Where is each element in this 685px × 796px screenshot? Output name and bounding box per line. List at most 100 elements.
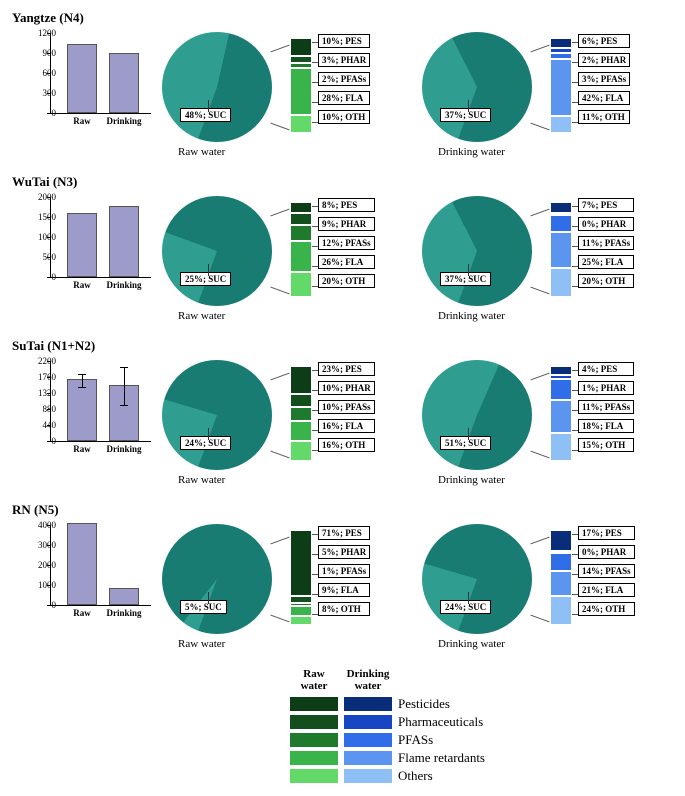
bar [67,213,97,277]
bar [109,53,139,113]
suc-callout: 37%; SUC [440,108,491,122]
legend-row: Pharmaceuticals [290,714,675,730]
stack-segment [550,400,572,433]
segment-label: 71%; PES [318,526,370,540]
stack-segment [550,38,572,48]
suc-callout: 24%; SUC [440,600,491,614]
segment-label: 23%; PES [318,362,375,376]
pie-block-drink: 37%; SUC7%; PES0%; PHAR11%; PFASs25%; FL… [418,192,678,332]
segment-label: 0%; PHAR [578,545,635,559]
stack-segment [290,530,312,596]
legend-swatch-drink [344,697,392,711]
legend-head: Rawwater [290,668,338,692]
x-tick-label: Raw [64,444,100,454]
legend-label: Flame retardants [398,750,485,766]
pie-chart [162,196,272,306]
legend-label: Others [398,768,433,784]
row-title: Yangtze (N4) [12,10,675,26]
pie-chart [162,360,272,470]
segment-label: 6%; PES [578,34,630,48]
segment-label: 16%; FLA [318,419,375,433]
bar [67,523,97,605]
pie-chart [422,524,532,634]
stack-segment [550,116,572,133]
pie-caption: Raw water [178,638,225,650]
stack-segment [290,115,312,133]
pie-caption: Raw water [178,146,225,158]
stack-segment [290,616,312,625]
segment-label: 1%; PFASs [318,564,370,578]
pie-caption: Drinking water [438,310,505,322]
stack-segment [290,606,312,616]
segment-label: 20%; OTH [318,274,375,288]
segment-label: 28%; FLA [318,91,370,105]
segment-label: 11%; OTH [578,110,630,124]
pie-block-raw: 24%; SUC23%; PES10%; PHAR10%; PFASs16%; … [158,356,418,496]
stack-segment [290,366,312,394]
stack-segment [550,596,572,625]
legend-swatch-raw [290,733,338,747]
legend: RawwaterDrinkingwater Pesticides Pharmaceu… [290,668,675,784]
pie-caption: Drinking water [438,474,505,486]
stacked-bar [290,38,312,133]
stacked-bar [550,202,572,297]
stacked-bar [550,366,572,461]
segment-label: 10%; PES [318,34,370,48]
stack-segment [550,215,572,232]
segment-label: 9%; FLA [318,583,370,597]
x-tick-label: Drinking [106,280,142,290]
segment-label: 10%; OTH [318,110,370,124]
segment-label: 10%; PFASs [318,400,375,414]
pie-chart [422,360,532,470]
stack-segment [550,379,572,400]
stack-segment [550,433,572,461]
row-title: RN (N5) [12,502,675,518]
data-row: 01000200030004000RawDrinkingTotal Concen… [10,520,675,660]
pie-block-raw: 25%; SUC8%; PES9%; PHAR12%; PFASs26%; FL… [158,192,418,332]
pie-chart [162,524,272,634]
stack-segment [290,272,312,297]
segment-label: 3%; PHAR [318,53,370,67]
pie-block-drink: 24%; SUC 17%; PES0%; PHAR14%; PFASs21%; F… [418,520,678,660]
stack-segment [290,225,312,241]
pie-chart [422,32,532,142]
segment-label: 4%; PES [578,362,634,376]
x-tick-label: Raw [64,280,100,290]
x-tick-label: Drinking [106,608,142,618]
stacked-bar [550,530,572,625]
data-row: 0500100015002000RawDrinkingTotal Concent… [10,192,675,332]
bar-chart-block: 01000200030004000RawDrinkingTotal Concen… [10,520,158,630]
stack-labels: 17%; PES0%; PHAR14%; PFASs21%; FLA24%; O… [578,526,635,616]
stack-segment [290,394,312,407]
x-tick-label: Drinking [106,444,142,454]
pie-caption: Raw water [178,310,225,322]
pie-block-drink: 51%; SUC4%; PES1%; PHAR11%; PFASs18%; FL… [418,356,678,496]
stack-segment [550,202,572,213]
segment-label: 5%; PHAR [318,545,370,559]
segment-label: 15%; OTH [578,438,634,452]
segment-label: 0%; PHAR [578,217,634,231]
bar-chart-block: 0500100015002000RawDrinkingTotal Concent… [10,192,158,302]
bar [109,588,139,605]
bar-plot [50,525,151,606]
segment-label: 11%; PFASs [578,236,634,250]
bar-plot [50,361,151,442]
pie-caption: Drinking water [438,638,505,650]
segment-label: 21%; FLA [578,583,635,597]
segment-label: 12%; PFASs [318,236,375,250]
legend-head: Drinkingwater [344,668,392,692]
legend-label: Pesticides [398,696,450,712]
legend-label: PFASs [398,732,433,748]
stack-labels: 23%; PES10%; PHAR10%; PFASs16%; FLA16%; … [318,362,375,452]
segment-label: 25%; FLA [578,255,634,269]
row-title: WuTai (N3) [12,174,675,190]
stack-segment [290,407,312,420]
suc-callout: 5%; SUC [180,600,227,614]
legend-swatch-drink [344,751,392,765]
segment-label: 2%; PFASs [318,72,370,86]
segment-label: 16%; OTH [318,438,375,452]
bar [67,44,97,113]
segment-label: 7%; PES [578,198,634,212]
legend-row: PFASs [290,732,675,748]
stacked-bar [290,202,312,297]
